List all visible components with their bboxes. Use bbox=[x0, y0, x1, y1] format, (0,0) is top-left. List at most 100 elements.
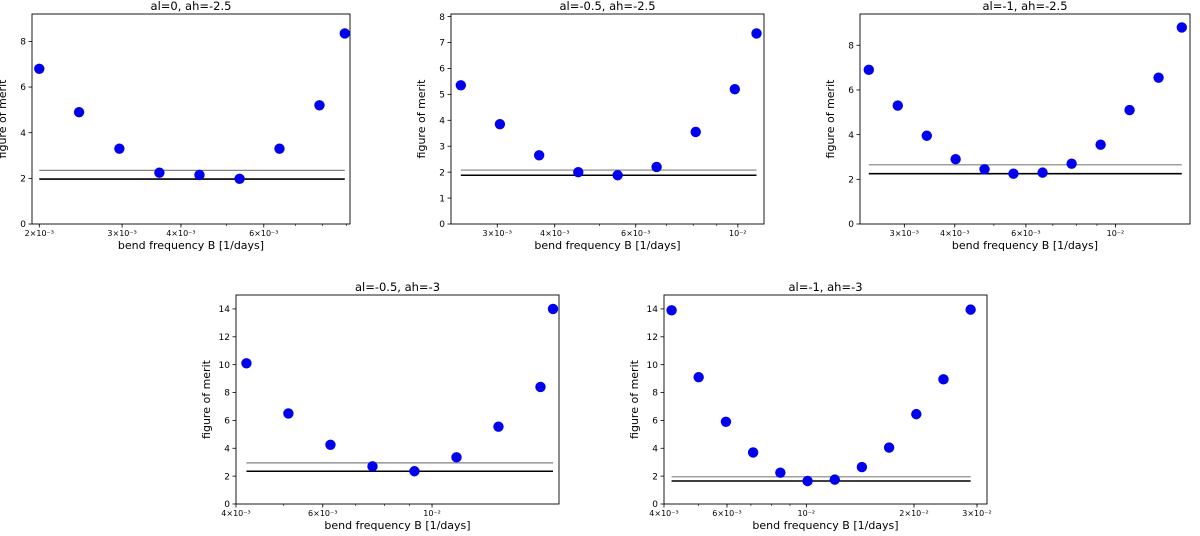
data-point bbox=[339, 28, 350, 39]
x-tick-label: 3×10⁻³ bbox=[107, 229, 136, 238]
panel-5: al=-1, ah=-3 bend frequency B [1/days] f… bbox=[628, 280, 992, 532]
y-tick-label: 14 bbox=[219, 305, 231, 315]
data-point bbox=[1037, 167, 1048, 178]
data-point bbox=[154, 167, 165, 178]
y-tick-label: 2 bbox=[20, 175, 26, 185]
data-point bbox=[283, 408, 294, 419]
data-point bbox=[829, 474, 840, 485]
y-tick-label: 8 bbox=[224, 389, 230, 399]
y-tick-label: 6 bbox=[439, 65, 445, 75]
y-tick-label: 0 bbox=[224, 500, 230, 510]
x-tick-label: 10⁻² bbox=[1107, 229, 1125, 238]
panel-4: al=-0.5, ah=-3 bend frequency B [1/days]… bbox=[200, 280, 560, 532]
panel-title: al=-0.5, ah=-2.5 bbox=[559, 0, 655, 13]
y-axis-label: figure of merit bbox=[415, 79, 428, 159]
x-tick-label: 6×10⁻³ bbox=[1011, 229, 1040, 238]
data-point bbox=[751, 28, 762, 39]
data-point bbox=[455, 80, 467, 91]
y-tick-label: 4 bbox=[848, 131, 854, 141]
data-point bbox=[979, 164, 990, 175]
data-point bbox=[1095, 139, 1106, 150]
data-point bbox=[234, 173, 245, 185]
data-point bbox=[114, 143, 125, 154]
x-tick-label: 6×10⁻³ bbox=[308, 509, 337, 518]
x-tick-label: 2×10⁻² bbox=[899, 509, 928, 518]
y-tick-label: 8 bbox=[652, 389, 658, 399]
x-tick-label: 4×10⁻³ bbox=[649, 509, 678, 518]
data-point bbox=[1124, 104, 1135, 116]
x-tick-label: 10⁻² bbox=[798, 509, 816, 518]
data-point bbox=[194, 169, 205, 181]
axes-frame bbox=[235, 294, 560, 505]
data-point bbox=[573, 166, 584, 178]
data-point bbox=[690, 126, 701, 138]
y-tick-label: 4 bbox=[652, 444, 658, 454]
x-tick-label: 4×10⁻³ bbox=[540, 229, 569, 238]
y-tick-label: 0 bbox=[20, 220, 26, 230]
axes-frame bbox=[31, 13, 351, 225]
data-point bbox=[1153, 72, 1164, 83]
y-tick-label: 8 bbox=[439, 13, 445, 23]
data-point bbox=[367, 461, 378, 472]
x-axis-label: bend frequency B [1/days] bbox=[952, 239, 1098, 252]
x-tick-label: 2×10⁻³ bbox=[25, 229, 54, 238]
x-axis-label: bend frequency B [1/days] bbox=[324, 519, 470, 532]
x-tick-label: 3×10⁻³ bbox=[890, 229, 919, 238]
y-tick-label: 10 bbox=[647, 361, 659, 371]
y-tick-label: 2 bbox=[224, 472, 230, 482]
data-point bbox=[274, 143, 285, 154]
x-tick-label: 10⁻² bbox=[423, 509, 441, 518]
data-point bbox=[325, 439, 336, 450]
data-point bbox=[533, 150, 545, 161]
data-point bbox=[965, 304, 976, 315]
data-point bbox=[921, 130, 932, 141]
data-point bbox=[911, 408, 922, 420]
data-point bbox=[720, 416, 732, 427]
x-tick-label: 6×10⁻³ bbox=[621, 229, 650, 238]
data-point bbox=[73, 106, 85, 118]
axes-frame bbox=[663, 294, 988, 505]
data-point bbox=[1008, 168, 1019, 179]
y-tick-label: 12 bbox=[647, 333, 658, 343]
y-tick-label: 0 bbox=[652, 500, 658, 510]
x-tick-label: 3×10⁻² bbox=[962, 509, 991, 518]
data-point bbox=[612, 170, 623, 181]
x-tick-label: 6×10⁻³ bbox=[712, 509, 741, 518]
y-tick-label: 4 bbox=[439, 116, 445, 126]
data-point bbox=[892, 100, 903, 111]
x-axis-label: bend frequency B [1/days] bbox=[118, 239, 264, 252]
y-axis-label: figure of merit bbox=[824, 79, 837, 159]
data-point bbox=[241, 358, 252, 369]
x-tick-label: 3×10⁻³ bbox=[483, 229, 512, 238]
y-tick-label: 10 bbox=[219, 361, 231, 371]
y-tick-label: 14 bbox=[647, 305, 659, 315]
y-tick-label: 6 bbox=[20, 83, 26, 93]
data-point bbox=[693, 372, 704, 383]
data-point bbox=[1176, 22, 1187, 33]
data-point bbox=[863, 64, 875, 76]
panel-2: al=-0.5, ah=-2.5 bend frequency B [1/day… bbox=[415, 0, 765, 252]
y-tick-label: 6 bbox=[224, 417, 230, 427]
data-point bbox=[547, 303, 559, 315]
data-point bbox=[856, 461, 868, 473]
y-tick-label: 5 bbox=[439, 91, 445, 101]
y-tick-label: 0 bbox=[439, 220, 445, 230]
data-point bbox=[666, 305, 677, 316]
axes-frame bbox=[450, 13, 765, 225]
y-tick-label: 2 bbox=[848, 176, 854, 186]
y-tick-label: 8 bbox=[20, 38, 26, 48]
x-axis-label: bend frequency B [1/days] bbox=[534, 239, 680, 252]
data-point bbox=[409, 466, 420, 477]
y-tick-label: 0 bbox=[848, 220, 854, 230]
x-axis-label: bend frequency B [1/days] bbox=[752, 519, 898, 532]
y-tick-label: 7 bbox=[439, 39, 445, 49]
data-point bbox=[883, 442, 895, 453]
data-point bbox=[938, 374, 949, 385]
data-point bbox=[314, 100, 325, 111]
data-point bbox=[802, 475, 813, 487]
data-point bbox=[1066, 158, 1077, 169]
y-tick-label: 6 bbox=[652, 417, 658, 427]
panel-title: al=-1, ah=-2.5 bbox=[982, 0, 1067, 13]
axes-frame bbox=[859, 13, 1191, 225]
